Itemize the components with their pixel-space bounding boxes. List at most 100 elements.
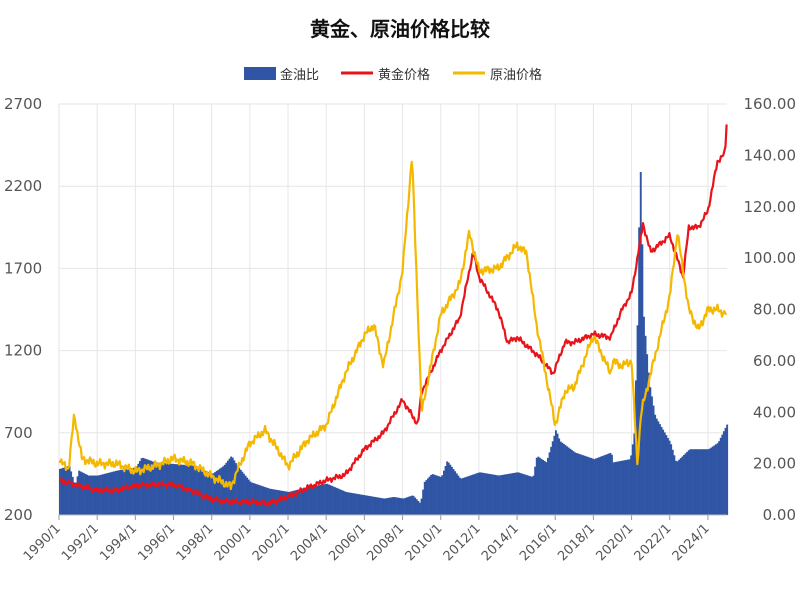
ratio-bar	[383, 498, 386, 515]
ratio-bar	[243, 473, 245, 515]
ratio-bar	[644, 335, 647, 515]
right-tick-label: 140.00	[744, 146, 797, 164]
x-tick-label: 2016/1	[517, 521, 560, 564]
ratio-bar	[479, 472, 482, 515]
ratio-bar	[492, 474, 495, 515]
ratio-bar	[679, 458, 682, 515]
ratio-bar	[324, 484, 327, 515]
ratio-bar	[699, 449, 701, 515]
ratio-bar	[81, 472, 84, 515]
ratio-bar	[115, 470, 117, 515]
ratio-bar	[303, 487, 306, 515]
ratio-bar	[534, 466, 537, 515]
ratio-bar	[646, 354, 649, 515]
ratio-bar	[489, 474, 492, 515]
ratio-bar	[406, 497, 409, 515]
ratio-bar	[265, 487, 268, 515]
x-tick-label: 1996/1	[135, 521, 178, 564]
ratio-bar	[313, 485, 316, 515]
ratio-bar	[423, 481, 426, 515]
ratio-bar	[609, 452, 612, 515]
ratio-bar	[235, 463, 237, 515]
ratio-bar	[225, 462, 228, 515]
ratio-bar	[566, 446, 569, 515]
ratio-bar	[510, 473, 513, 515]
ratio-bar	[478, 472, 481, 515]
ratio-bar	[639, 171, 642, 515]
ratio-bar	[655, 418, 658, 515]
ratio-bar	[614, 462, 617, 515]
ratio-bar	[291, 491, 293, 515]
ratio-bar	[174, 464, 177, 515]
ratio-bar	[630, 455, 633, 515]
ratio-bar	[239, 469, 242, 515]
ratio-bar	[542, 459, 545, 515]
ratio-bar	[593, 459, 596, 515]
ratio-bar	[121, 469, 124, 515]
ratio-bar	[575, 453, 578, 515]
ratio-bar	[127, 468, 130, 515]
ratio-bar	[526, 475, 529, 515]
ratio-bar	[211, 473, 213, 515]
grid	[58, 103, 727, 516]
ratio-bar	[619, 461, 621, 515]
ratio-bar	[388, 497, 391, 515]
ratio-bar	[615, 461, 618, 515]
ratio-bar	[703, 449, 706, 515]
ratio-bar	[471, 474, 474, 515]
ratio-bar	[494, 474, 497, 515]
ratio-bar	[129, 468, 132, 515]
ratio-bar	[279, 490, 282, 515]
ratio-bar	[425, 480, 428, 515]
ratio-bar	[286, 491, 289, 515]
ratio-bar	[710, 447, 713, 515]
ratio-bar	[716, 443, 719, 515]
left-tick-label: 1200	[4, 342, 42, 360]
ratio-bar	[68, 465, 71, 515]
ratio-bar	[449, 464, 452, 515]
ratio-bar	[63, 467, 66, 515]
ratio-bar	[601, 456, 604, 515]
right-tick-label: 120.00	[744, 198, 797, 216]
ratio-bar	[723, 431, 725, 515]
ratio-bar	[332, 486, 335, 515]
ratio-bar	[241, 471, 244, 515]
ratio-bar	[385, 498, 388, 515]
ratio-bar	[339, 489, 341, 515]
x-tick-label: 2024/1	[670, 521, 713, 564]
ratio-bar	[371, 496, 373, 515]
x-tick-label: 2008/1	[364, 521, 407, 564]
ratio-bar	[611, 454, 613, 515]
ratio-bar	[116, 470, 119, 515]
ratio-bar	[654, 414, 657, 515]
ratio-bar	[660, 426, 663, 515]
ratio-bar	[523, 474, 525, 515]
ratio-bar	[107, 473, 109, 515]
ratio-bar	[583, 455, 586, 515]
ratio-bar	[718, 441, 721, 515]
x-tick-label: 2014/1	[479, 521, 522, 564]
ratio-bar	[132, 467, 135, 515]
ratio-bar	[459, 477, 461, 515]
left-tick-label: 200	[4, 506, 33, 524]
ratio-bar	[71, 476, 74, 515]
ratio-bar	[358, 494, 361, 515]
ratio-bar	[390, 497, 393, 515]
line-series	[58, 124, 728, 507]
ratio-bar	[84, 473, 87, 515]
ratio-bar	[484, 473, 487, 515]
ratio-bar	[628, 459, 631, 515]
ratio-bar	[558, 438, 561, 515]
ratio-bar	[321, 484, 324, 515]
ratio-bar	[414, 497, 417, 515]
ratio-bar	[444, 466, 447, 515]
ratio-bar	[508, 473, 511, 515]
ratio-bar	[249, 481, 252, 515]
ratio-bar	[355, 493, 357, 515]
x-tick-label: 2006/1	[326, 521, 369, 564]
ratio-bar	[659, 424, 661, 515]
ratio-bar	[518, 472, 521, 515]
ratio-bar	[334, 487, 337, 515]
ratio-bar	[527, 475, 530, 515]
ratio-bar	[153, 462, 156, 515]
